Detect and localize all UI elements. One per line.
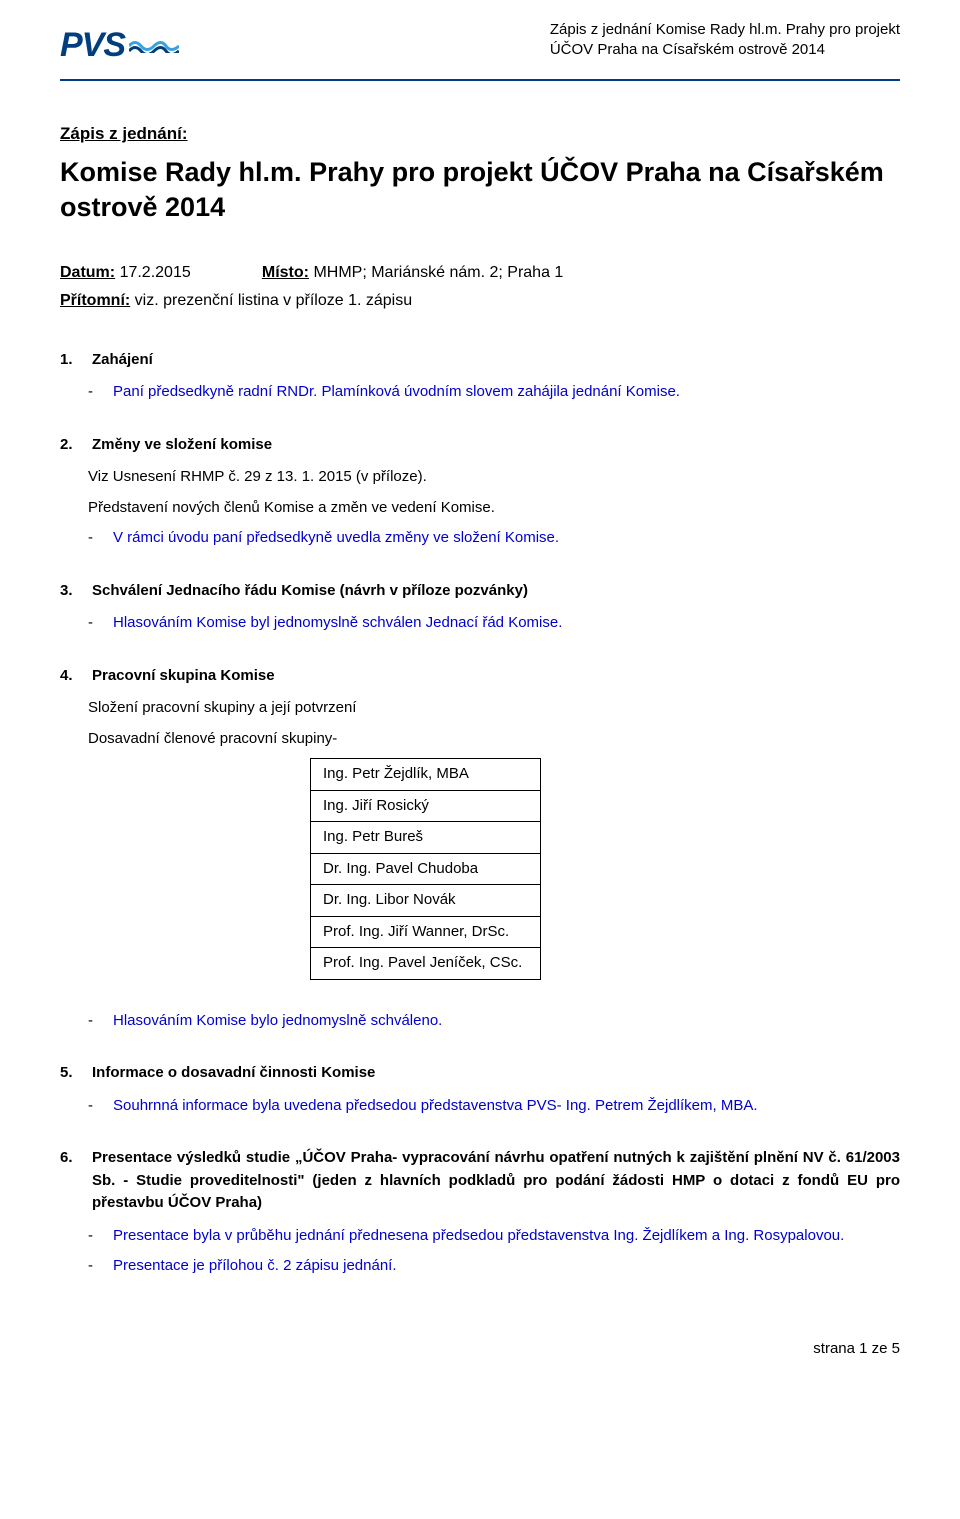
title-label: Zápis z jednání: bbox=[60, 121, 900, 147]
section-plain-line: Složení pracovní skupiny a její potvrzen… bbox=[88, 697, 900, 720]
section-heading: Presentace výsledků studie „ÚČOV Praha- … bbox=[92, 1147, 900, 1215]
dash-text: Presentace je přílohou č. 2 zápisu jedná… bbox=[113, 1255, 900, 1278]
page-footer: strana 1 ze 5 bbox=[60, 1338, 900, 1361]
dash-text: V rámci úvodu paní předsedkyně uvedla zm… bbox=[113, 527, 900, 550]
dash-icon: - bbox=[88, 1225, 93, 1248]
dash-icon: - bbox=[88, 1095, 93, 1118]
dash-text: Paní předsedkyně radní RNDr. Plamínková … bbox=[113, 381, 900, 404]
wave-icon bbox=[129, 39, 179, 53]
meta-block: Datum: 17.2.2015 Místo: MHMP; Mariánské … bbox=[60, 261, 900, 313]
table-row: Prof. Ing. Pavel Jeníček, CSc. bbox=[311, 948, 541, 980]
dash-item: -Paní předsedkyně radní RNDr. Plamínková… bbox=[88, 381, 900, 404]
table-row: Ing. Petr Bureš bbox=[311, 822, 541, 854]
member-cell: Prof. Ing. Pavel Jeníček, CSc. bbox=[311, 948, 541, 980]
datum-label: Datum: bbox=[60, 264, 115, 281]
section-heading-row: 5. Informace o dosavadní činnosti Komise bbox=[60, 1062, 900, 1085]
member-cell: Ing. Petr Bureš bbox=[311, 822, 541, 854]
logo-text: PVS bbox=[60, 20, 125, 71]
dash-icon: - bbox=[88, 1255, 93, 1278]
datum-value: 17.2.2015 bbox=[120, 264, 191, 281]
meta-datum: Datum: 17.2.2015 Místo: MHMP; Mariánské … bbox=[60, 261, 900, 285]
logo: PVS bbox=[60, 20, 179, 71]
misto-label: Místo: bbox=[262, 264, 309, 281]
dash-item: -Hlasováním Komise bylo jednomyslně schv… bbox=[88, 1010, 900, 1033]
section-number: 6. bbox=[60, 1147, 78, 1215]
member-cell: Dr. Ing. Pavel Chudoba bbox=[311, 853, 541, 885]
main-title: Komise Rady hl.m. Prahy pro projekt ÚČOV… bbox=[60, 155, 900, 225]
section-number: 4. bbox=[60, 665, 78, 688]
dash-text: Presentace byla v průběhu jednání předne… bbox=[113, 1225, 900, 1248]
section-heading-row: 4. Pracovní skupina Komise bbox=[60, 665, 900, 688]
dash-text: Hlasováním Komise byl jednomyslně schvál… bbox=[113, 612, 900, 635]
section: 6.Presentace výsledků studie „ÚČOV Praha… bbox=[60, 1147, 900, 1278]
dash-text: Hlasováním Komise bylo jednomyslně schvá… bbox=[113, 1010, 900, 1033]
section: 1. Zahájení -Paní předsedkyně radní RNDr. … bbox=[60, 349, 900, 404]
member-cell: Prof. Ing. Jiří Wanner, DrSc. bbox=[311, 916, 541, 948]
dash-item: -Presentace byla v průběhu jednání předn… bbox=[88, 1225, 900, 1248]
section-plain-line: Viz Usnesení RHMP č. 29 z 13. 1. 2015 (v… bbox=[88, 466, 900, 489]
meta-pritomni: Přítomní: viz. prezenční listina v přílo… bbox=[60, 289, 900, 313]
sections-container: 1.Zahájení-Paní předsedkyně radní RNDr. … bbox=[60, 349, 900, 1278]
header-line2: ÚČOV Praha na Císařském ostrově 2014 bbox=[550, 40, 900, 60]
section-plain-line: Dosavadní členové pracovní skupiny- bbox=[88, 728, 900, 751]
section-heading: Schválení Jednacího řádu Komise (návrh v… bbox=[92, 580, 900, 603]
section-heading: Změny ve složení komise bbox=[92, 434, 900, 457]
member-cell: Ing. Petr Žejdlík, MBA bbox=[311, 759, 541, 791]
table-row: Ing. Petr Žejdlík, MBA bbox=[311, 759, 541, 791]
section-heading-row: 2. Změny ve složení komise bbox=[60, 434, 900, 457]
dash-text: Souhrnná informace byla uvedena předsedo… bbox=[113, 1095, 900, 1118]
pritomni-value: viz. prezenční listina v příloze 1. zápi… bbox=[135, 292, 412, 309]
dash-item: -Hlasováním Komise byl jednomyslně schvá… bbox=[88, 612, 900, 635]
header-line1: Zápis z jednání Komise Rady hl.m. Prahy … bbox=[550, 20, 900, 40]
member-cell: Ing. Jiří Rosický bbox=[311, 790, 541, 822]
section-heading: Informace o dosavadní činnosti Komise bbox=[92, 1062, 900, 1085]
section: 4. Pracovní skupina Komise Složení pracovn… bbox=[60, 665, 900, 1033]
section: 5. Informace o dosavadní činnosti Komise -… bbox=[60, 1062, 900, 1117]
section-number: 2. bbox=[60, 434, 78, 457]
members-table: Ing. Petr Žejdlík, MBAIng. Jiří RosickýI… bbox=[310, 758, 541, 980]
table-row: Dr. Ing. Libor Novák bbox=[311, 885, 541, 917]
section-heading: Pracovní skupina Komise bbox=[92, 665, 900, 688]
section-heading-row: 1. Zahájení bbox=[60, 349, 900, 372]
section-number: 5. bbox=[60, 1062, 78, 1085]
dash-icon: - bbox=[88, 527, 93, 550]
dash-item: -V rámci úvodu paní předsedkyně uvedla z… bbox=[88, 527, 900, 550]
section: 2. Změny ve složení komise Viz Usnesení RH… bbox=[60, 434, 900, 550]
header-title: Zápis z jednání Komise Rady hl.m. Prahy … bbox=[550, 20, 900, 61]
table-row: Ing. Jiří Rosický bbox=[311, 790, 541, 822]
dash-item: -Souhrnná informace byla uvedena předsed… bbox=[88, 1095, 900, 1118]
pritomni-label: Přítomní: bbox=[60, 292, 130, 309]
member-cell: Dr. Ing. Libor Novák bbox=[311, 885, 541, 917]
section-number: 3. bbox=[60, 580, 78, 603]
dash-icon: - bbox=[88, 1010, 93, 1033]
page-header: PVS Zápis z jednání Komise Rady hl.m. Pr… bbox=[60, 20, 900, 81]
table-row: Prof. Ing. Jiří Wanner, DrSc. bbox=[311, 916, 541, 948]
section-number: 1. bbox=[60, 349, 78, 372]
section: 3. Schválení Jednacího řádu Komise (návrh… bbox=[60, 580, 900, 635]
dash-icon: - bbox=[88, 612, 93, 635]
section-heading-row: 6.Presentace výsledků studie „ÚČOV Praha… bbox=[60, 1147, 900, 1215]
section-heading-row: 3. Schválení Jednacího řádu Komise (návrh… bbox=[60, 580, 900, 603]
misto-value: MHMP; Mariánské nám. 2; Praha 1 bbox=[313, 264, 563, 281]
dash-item: -Presentace je přílohou č. 2 zápisu jedn… bbox=[88, 1255, 900, 1278]
section-plain-line: Představení nových členů Komise a změn v… bbox=[88, 497, 900, 520]
table-row: Dr. Ing. Pavel Chudoba bbox=[311, 853, 541, 885]
dash-icon: - bbox=[88, 381, 93, 404]
section-heading: Zahájení bbox=[92, 349, 900, 372]
